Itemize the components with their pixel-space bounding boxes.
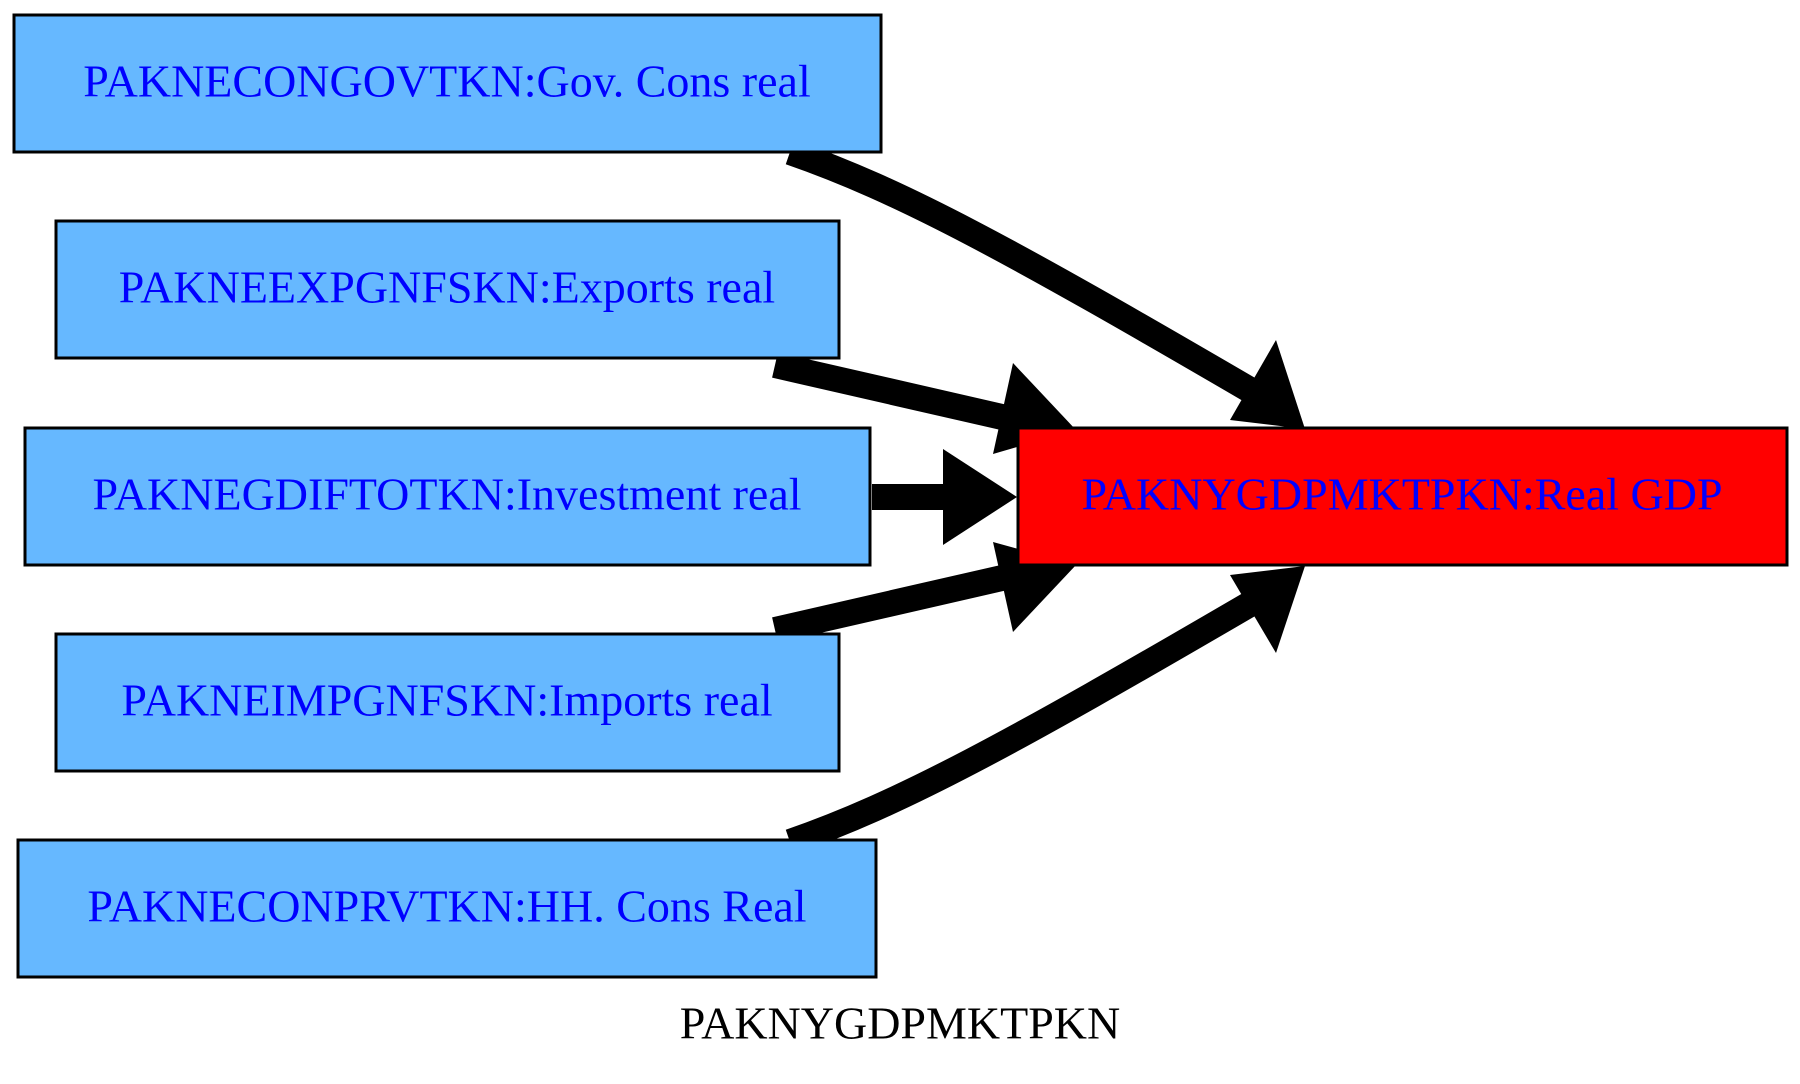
node-label: PAKNECONPRVTKN:HH. Cons Real: [87, 881, 806, 932]
node-label: PAKNEIMPGNFSKN:Imports real: [121, 675, 772, 726]
node-imports-real: PAKNEIMPGNFSKN:Imports real: [54, 632, 841, 773]
node-label: PAKNEEXPGNFSKN:Exports real: [119, 262, 775, 313]
node-investment-real: PAKNEGDIFTOTKN:Investment real: [23, 426, 872, 567]
node-hh-cons-real: PAKNECONPRVTKN:HH. Cons Real: [16, 838, 878, 979]
node-exports-real: PAKNEEXPGNFSKN:Exports real: [54, 219, 841, 360]
edge-gov-cons-to-gdp: [785, 139, 1305, 429]
node-real-gdp: PAKNYGDPMKTPKN:Real GDP: [1016, 426, 1789, 567]
graph-title: PAKNYGDPMKTPKN: [680, 998, 1121, 1049]
node-gov-cons-real: PAKNECONGOVTKN:Gov. Cons real: [12, 13, 883, 154]
node-label: PAKNYGDPMKTPKN:Real GDP: [1081, 469, 1722, 520]
edge-hh-cons-to-gdp: [785, 566, 1305, 855]
edge-investment-to-gdp: [872, 449, 1017, 545]
edges: [772, 139, 1305, 855]
node-label: PAKNECONGOVTKN:Gov. Cons real: [83, 56, 810, 107]
node-label: PAKNEGDIFTOTKN:Investment real: [92, 469, 801, 520]
